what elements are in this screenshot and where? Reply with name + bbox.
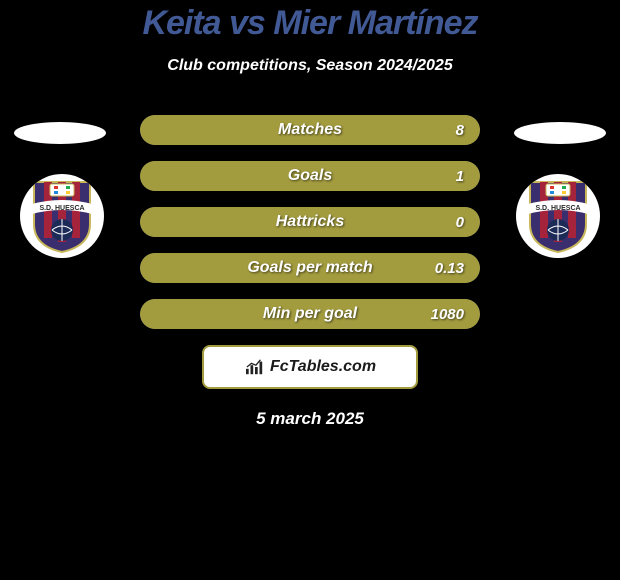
bar-hattricks: Hattricks 0 [140,207,480,237]
chart-icon [244,358,266,376]
svg-text:S.D. HUESCA: S.D. HUESCA [535,205,580,212]
subtitle: Club competitions, Season 2024/2025 [0,57,620,75]
bar-goals: Goals 1 [140,161,480,191]
club-logo-right: S.D. HUESCA [516,174,600,258]
bar-matches: Matches 8 [140,115,480,145]
player-right-placeholder [514,122,606,144]
shield-icon: S.D. HUESCA [30,178,94,254]
page-title: Keita vs Mier Martínez [0,4,620,43]
player-left-placeholder [14,122,106,144]
stat-bars: Matches 8 Goals 1 Hattricks 0 Goals per … [140,115,480,329]
comparison-widget: Keita vs Mier Martínez Club competitions… [0,0,620,429]
bar-value: 8 [456,115,464,145]
bar-label: Goals [140,161,480,191]
svg-text:S.D. HUESCA: S.D. HUESCA [39,205,84,212]
bar-label: Min per goal [140,299,480,329]
bar-value: 1 [456,161,464,191]
date-text: 5 march 2025 [16,409,604,429]
brand-link[interactable]: FcTables.com [202,345,418,389]
bar-min-per-goal: Min per goal 1080 [140,299,480,329]
bar-value: 1080 [431,299,464,329]
bar-goals-per-match: Goals per match 0.13 [140,253,480,283]
club-logo-left: S.D. HUESCA [20,174,104,258]
brand-text: FcTables.com [270,358,376,376]
main-area: S.D. HUESCA S.D. HUESCA [0,115,620,429]
bar-value: 0 [456,207,464,237]
bar-label: Matches [140,115,480,145]
bar-value: 0.13 [435,253,464,283]
bar-label: Goals per match [140,253,480,283]
shield-icon: S.D. HUESCA [526,178,590,254]
bar-label: Hattricks [140,207,480,237]
